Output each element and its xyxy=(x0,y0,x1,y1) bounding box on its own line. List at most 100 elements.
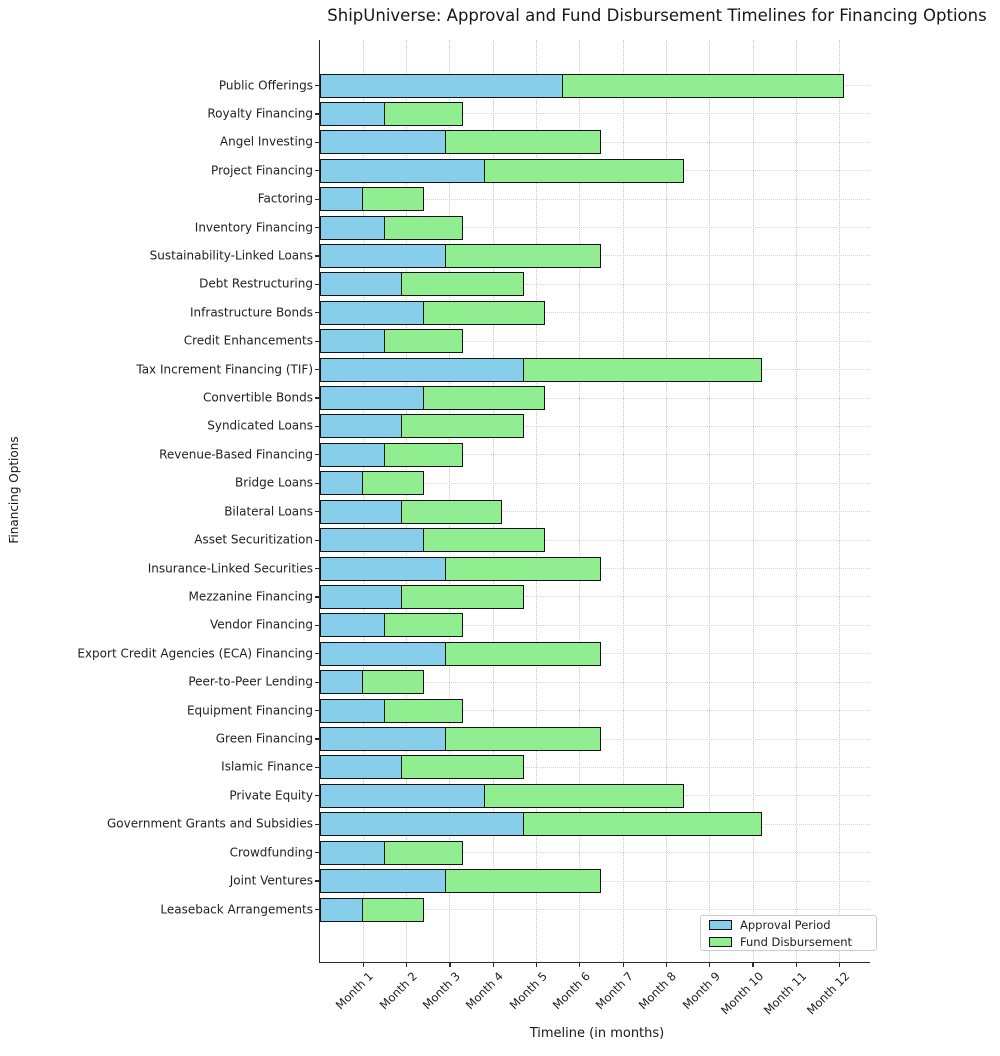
bar-segment-disbursement xyxy=(422,300,546,325)
gridline-v xyxy=(839,40,841,962)
bar-segment-disbursement xyxy=(444,727,602,752)
gridline-h xyxy=(320,852,870,854)
bar-segment-approval xyxy=(320,670,364,695)
gridline-v xyxy=(665,40,667,962)
y-tick-mark xyxy=(315,738,320,740)
bar-segment-disbursement xyxy=(362,670,424,695)
x-tick-label: Month 8 xyxy=(636,969,680,1013)
x-tick-label: Month 4 xyxy=(462,969,507,1013)
y-tick-mark xyxy=(315,880,320,882)
gridline-v xyxy=(622,40,624,962)
gridline-v xyxy=(752,40,754,962)
category-label: Peer-to-Peer Lending xyxy=(188,674,313,689)
gridline-h xyxy=(320,681,870,683)
x-tick-mark xyxy=(362,962,364,967)
category-label: Export Credit Agencies (ECA) Financing xyxy=(77,646,313,661)
y-tick-mark xyxy=(315,852,320,854)
gridline-h xyxy=(320,397,870,399)
bar-segment-disbursement xyxy=(383,101,463,126)
bar-segment-approval xyxy=(320,812,524,837)
bar-segment-approval xyxy=(320,613,385,638)
bar-segment-disbursement xyxy=(362,187,424,212)
y-tick-mark xyxy=(315,795,320,797)
y-tick-mark xyxy=(315,141,320,143)
y-tick-mark xyxy=(315,425,320,428)
bar-segment-approval xyxy=(320,727,446,752)
category-label: Convertible Bonds xyxy=(203,390,313,405)
bar-segment-disbursement xyxy=(522,812,762,837)
bar-segment-approval xyxy=(320,300,424,325)
bar-segment-disbursement xyxy=(483,158,684,183)
x-tick-mark xyxy=(795,962,797,967)
bar-segment-approval xyxy=(320,386,424,411)
x-tick-mark xyxy=(622,962,624,967)
chart-title: ShipUniverse: Approval and Fund Disburse… xyxy=(327,6,987,25)
bar-segment-disbursement xyxy=(561,73,844,98)
category-label: Angel Investing xyxy=(219,134,313,149)
bar-segment-disbursement xyxy=(383,613,463,638)
x-tick-mark xyxy=(579,962,581,967)
category-label: Mezzanine Financing xyxy=(188,589,313,604)
bar-segment-approval xyxy=(320,442,385,467)
gridline-h xyxy=(320,909,870,910)
category-label: Revenue-Based Financing xyxy=(159,447,313,462)
bar-segment-approval xyxy=(320,840,385,865)
x-tick-label: Month 11 xyxy=(760,969,810,1018)
x-tick-label: Month 3 xyxy=(419,969,463,1013)
gridline-h xyxy=(320,198,870,200)
bar-segment-approval xyxy=(320,158,485,183)
gridline-h xyxy=(320,539,870,541)
category-label: Tax Increment Financing (TIF) xyxy=(136,362,313,377)
y-tick-mark xyxy=(315,766,320,769)
gridline-h xyxy=(320,283,870,285)
bar-segment-disbursement xyxy=(383,329,463,354)
category-label: Joint Ventures xyxy=(229,873,313,888)
bar-segment-disbursement xyxy=(401,499,502,524)
x-tick-mark xyxy=(752,962,754,967)
bar-segment-disbursement xyxy=(383,840,463,865)
bar-segment-approval xyxy=(320,783,485,808)
bar-segment-disbursement xyxy=(401,755,524,780)
bar-segment-approval xyxy=(320,357,524,382)
category-label: Public Offerings xyxy=(218,77,313,92)
bar-segment-disbursement xyxy=(444,130,602,155)
x-tick-mark xyxy=(449,962,451,967)
category-label: Infrastructure Bonds xyxy=(190,305,313,320)
gridline-h xyxy=(320,710,870,712)
bar-segment-disbursement xyxy=(522,357,762,382)
y-tick-mark xyxy=(315,113,320,115)
y-tick-mark xyxy=(315,84,320,87)
gridline-h xyxy=(320,425,870,427)
y-axis-line xyxy=(318,40,320,963)
legend-label-fund-disbursement: Fund Disbursement xyxy=(740,934,853,949)
x-tick-label: Month 1 xyxy=(333,969,377,1013)
bar-segment-approval xyxy=(320,698,385,723)
category-label: Insurance-Linked Securities xyxy=(147,560,313,575)
y-tick-mark xyxy=(315,454,320,456)
gridline-h xyxy=(320,766,870,768)
bar-segment-approval xyxy=(320,869,446,894)
y-tick-mark xyxy=(315,340,320,342)
x-tick-mark xyxy=(839,962,841,967)
bar-segment-disbursement xyxy=(444,556,602,581)
bar-segment-approval xyxy=(320,755,403,780)
y-tick-mark xyxy=(315,255,320,257)
y-tick-mark xyxy=(315,312,320,314)
gridline-v xyxy=(795,40,797,962)
legend-item-approval-period: Approval Period xyxy=(709,918,868,932)
category-label: Equipment Financing xyxy=(186,703,313,718)
x-tick-mark xyxy=(535,962,538,967)
category-label: Bilateral Loans xyxy=(224,504,313,519)
gridline-h xyxy=(320,511,870,513)
category-label: Private Equity xyxy=(229,788,313,803)
x-axis-line xyxy=(318,962,870,964)
bar-segment-disbursement xyxy=(444,869,602,894)
gridline-h xyxy=(320,227,870,229)
bar-segment-disbursement xyxy=(444,641,602,666)
bar-segment-approval xyxy=(320,897,364,922)
category-label: Inventory Financing xyxy=(194,220,313,235)
category-label: Project Financing xyxy=(211,163,313,178)
legend-swatch-approval-period xyxy=(709,919,732,930)
y-tick-mark xyxy=(315,511,320,513)
